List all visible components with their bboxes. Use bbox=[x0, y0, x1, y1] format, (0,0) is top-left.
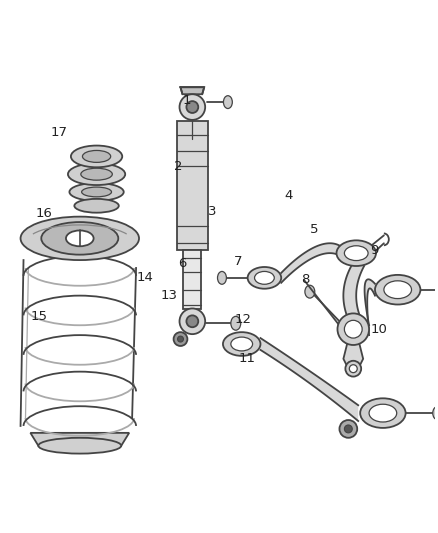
Ellipse shape bbox=[218, 271, 226, 284]
Circle shape bbox=[344, 425, 352, 433]
Circle shape bbox=[180, 309, 205, 334]
Polygon shape bbox=[177, 121, 208, 250]
Ellipse shape bbox=[68, 163, 125, 185]
Text: 14: 14 bbox=[137, 271, 154, 284]
Polygon shape bbox=[343, 343, 363, 370]
Ellipse shape bbox=[247, 267, 281, 289]
Ellipse shape bbox=[71, 146, 122, 167]
Polygon shape bbox=[30, 433, 129, 446]
Polygon shape bbox=[343, 266, 364, 319]
Polygon shape bbox=[184, 250, 201, 310]
Ellipse shape bbox=[74, 199, 119, 213]
Text: 12: 12 bbox=[234, 313, 251, 326]
Ellipse shape bbox=[231, 337, 253, 351]
Ellipse shape bbox=[38, 438, 121, 454]
Ellipse shape bbox=[375, 275, 420, 304]
Circle shape bbox=[187, 101, 198, 113]
Text: 1: 1 bbox=[182, 94, 191, 107]
Polygon shape bbox=[281, 243, 344, 283]
Ellipse shape bbox=[231, 317, 241, 330]
Polygon shape bbox=[364, 279, 375, 335]
Circle shape bbox=[177, 336, 184, 342]
Polygon shape bbox=[261, 338, 358, 421]
Ellipse shape bbox=[69, 183, 124, 201]
Text: 8: 8 bbox=[301, 273, 310, 286]
Text: 6: 6 bbox=[178, 257, 187, 270]
Text: 4: 4 bbox=[284, 189, 293, 202]
Circle shape bbox=[350, 365, 357, 373]
Ellipse shape bbox=[82, 150, 111, 163]
Ellipse shape bbox=[21, 216, 139, 260]
Ellipse shape bbox=[305, 285, 315, 298]
Ellipse shape bbox=[254, 271, 274, 284]
Ellipse shape bbox=[81, 168, 112, 180]
Text: 2: 2 bbox=[174, 160, 182, 173]
Ellipse shape bbox=[41, 222, 118, 255]
Text: 10: 10 bbox=[371, 323, 388, 336]
Text: 9: 9 bbox=[371, 244, 379, 257]
Ellipse shape bbox=[223, 332, 261, 356]
Ellipse shape bbox=[66, 230, 94, 246]
Circle shape bbox=[344, 320, 362, 338]
Text: 16: 16 bbox=[35, 207, 52, 220]
Text: 7: 7 bbox=[234, 255, 243, 268]
Circle shape bbox=[180, 94, 205, 120]
Ellipse shape bbox=[360, 398, 406, 428]
Polygon shape bbox=[180, 87, 204, 94]
Text: 13: 13 bbox=[161, 289, 178, 302]
Ellipse shape bbox=[344, 246, 368, 261]
Ellipse shape bbox=[384, 281, 412, 298]
Text: 3: 3 bbox=[208, 205, 217, 218]
Text: 15: 15 bbox=[31, 310, 48, 323]
Circle shape bbox=[173, 332, 187, 346]
Circle shape bbox=[337, 313, 369, 345]
Ellipse shape bbox=[81, 187, 112, 197]
Text: 17: 17 bbox=[50, 126, 67, 139]
Ellipse shape bbox=[223, 96, 232, 109]
Text: 11: 11 bbox=[239, 352, 256, 365]
Circle shape bbox=[339, 420, 357, 438]
Circle shape bbox=[187, 316, 198, 327]
Ellipse shape bbox=[369, 404, 397, 422]
Text: 5: 5 bbox=[310, 223, 318, 236]
Ellipse shape bbox=[433, 407, 438, 419]
Circle shape bbox=[346, 361, 361, 377]
Ellipse shape bbox=[336, 240, 376, 266]
